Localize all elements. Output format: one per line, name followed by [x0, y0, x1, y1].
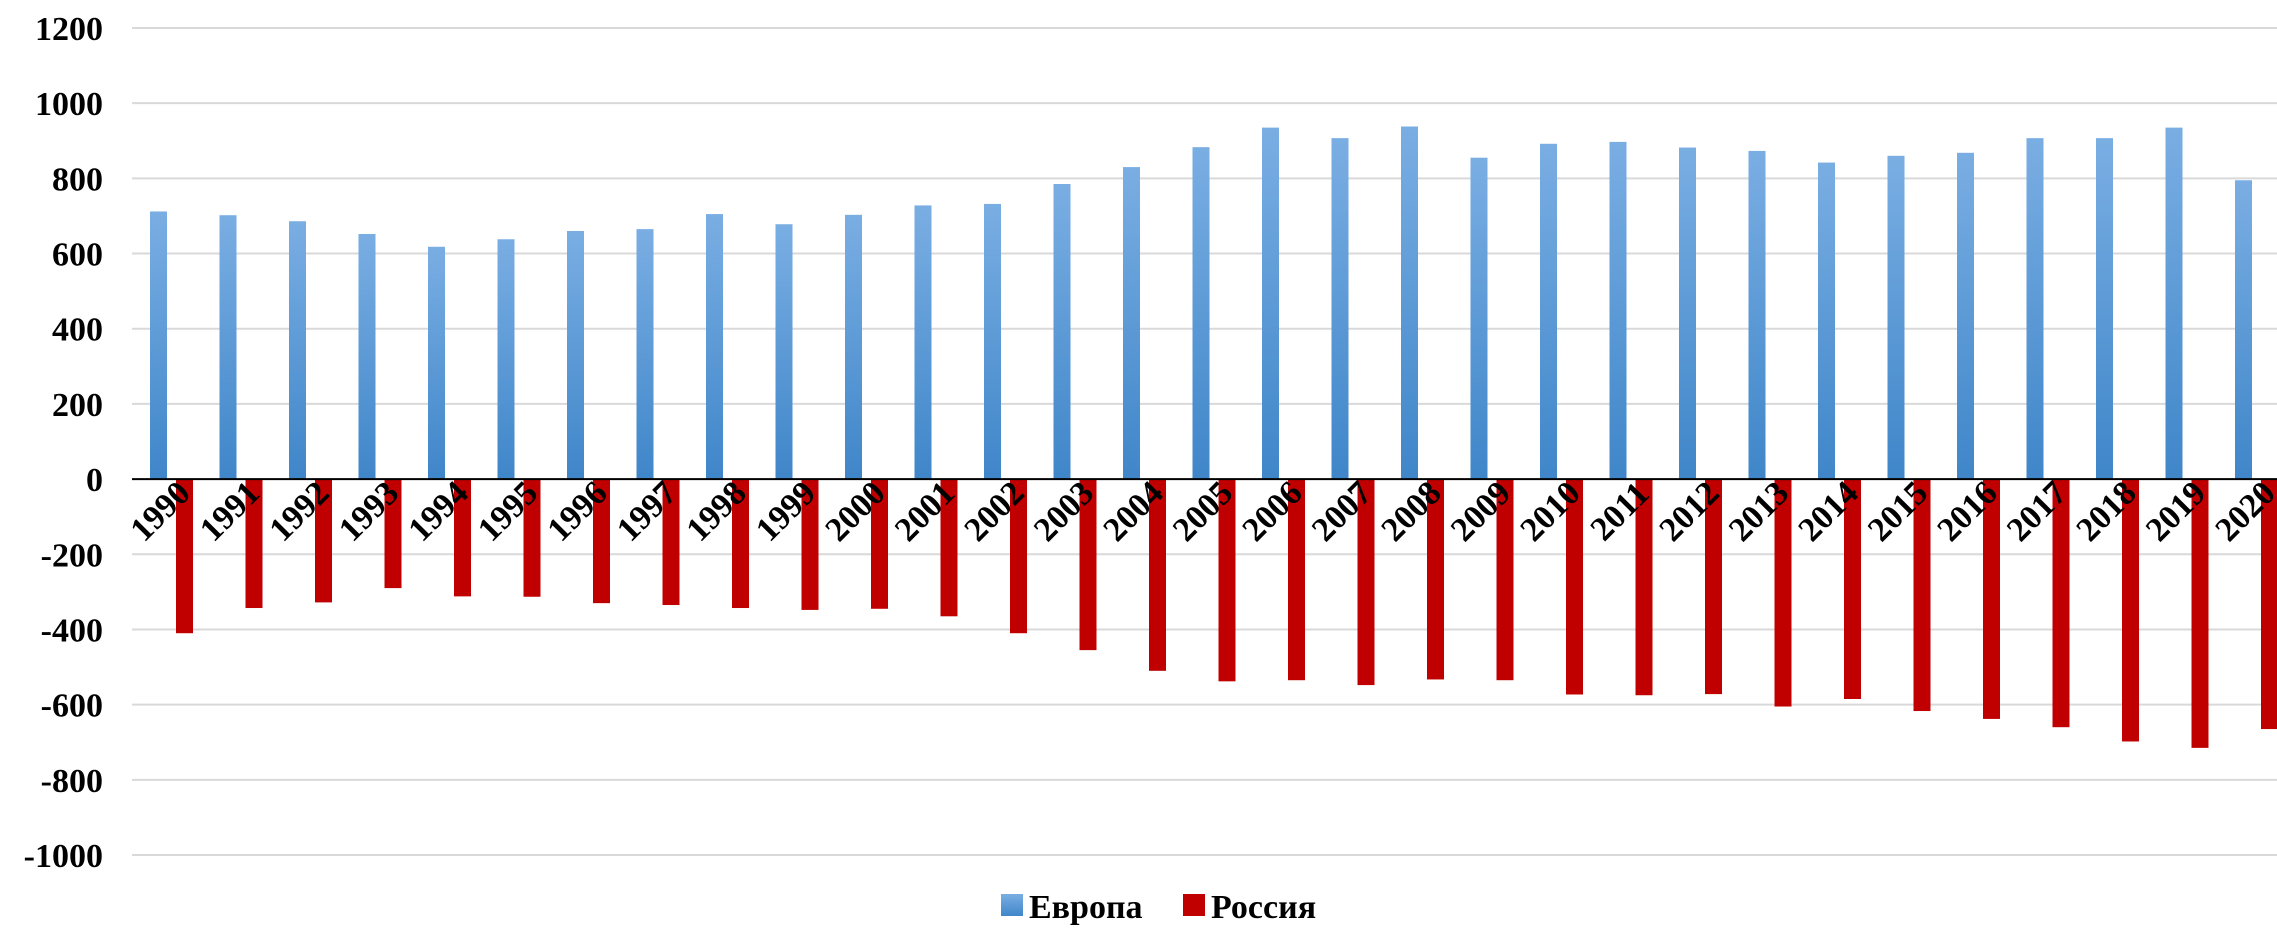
bar-russia-1991 [245, 479, 263, 609]
bar-europe-1994 [428, 246, 445, 480]
bar-europe-1998 [706, 214, 723, 480]
bar-europe-2009 [1470, 157, 1488, 480]
bar-russia-2000 [871, 479, 888, 609]
bar-russia-2019 [2191, 479, 2209, 748]
bar-russia-2010 [1566, 479, 1583, 695]
legend-swatch [1001, 894, 1023, 916]
bar-europe-2010 [1540, 143, 1557, 480]
bar-russia-2007 [1357, 479, 1375, 686]
bar-russia-2003 [1079, 479, 1097, 651]
y-tick-label: -1000 [24, 838, 103, 875]
bar-russia-1993 [384, 479, 402, 589]
y-tick-label: -800 [41, 763, 103, 800]
y-tick-label: 0 [86, 462, 103, 499]
bar-russia-2008 [1427, 479, 1444, 680]
bar-europe-1996 [567, 230, 584, 480]
bar-russia-2009 [1496, 479, 1514, 681]
bar-europe-2006 [1262, 127, 1279, 480]
bar-russia-2013 [1774, 479, 1792, 707]
y-axis-ticks: 1200 1000 800 600 400 200 0 -200 -400 -600 -800 -10… [24, 11, 103, 875]
bar-europe-2020 [2235, 180, 2252, 480]
y-tick-label: 1200 [35, 11, 103, 48]
bar-russia-1996 [593, 479, 610, 604]
y-tick-label: 400 [52, 312, 103, 349]
bar-europe-2016 [1957, 152, 1974, 480]
legend-swatch [1183, 894, 1205, 916]
bar-europe-1999 [775, 224, 793, 480]
bar-russia-1995 [523, 479, 541, 597]
bar-russia-1998 [732, 479, 749, 609]
bar-europe-2018 [2096, 138, 2113, 480]
y-tick-label: 1000 [35, 86, 103, 123]
bar-europe-2019 [2165, 127, 2183, 480]
bar-europe-1995 [497, 239, 515, 480]
bar-russia-2012 [1705, 479, 1722, 695]
legend: Европа Россия [1001, 889, 1316, 926]
bar-russia-2011 [1635, 479, 1653, 696]
bar-europe-1991 [219, 215, 237, 480]
bars [150, 126, 2277, 748]
bar-europe-2012 [1679, 147, 1696, 480]
bar-europe-2007 [1331, 138, 1349, 480]
bar-russia-2017 [2052, 479, 2070, 728]
bar-europe-1997 [636, 229, 654, 480]
y-tick-label: 800 [52, 161, 103, 198]
bar-europe-2005 [1192, 147, 1210, 480]
bar-russia-2002 [1010, 479, 1027, 634]
y-tick-label: -400 [41, 612, 103, 649]
bar-russia-1997 [662, 479, 680, 606]
bar-russia-2004 [1149, 479, 1166, 671]
y-tick-label: -200 [41, 537, 103, 574]
legend-label: Россия [1211, 889, 1316, 926]
bar-europe-2013 [1748, 150, 1766, 480]
bar-europe-1992 [289, 221, 306, 480]
bar-europe-2014 [1818, 162, 1835, 480]
bar-europe-2015 [1887, 155, 1905, 480]
bar-europe-2004 [1123, 167, 1140, 480]
bar-russia-1990 [176, 479, 193, 634]
bar-europe-2008 [1401, 126, 1418, 480]
bar-europe-2017 [2026, 138, 2044, 480]
y-tick-label: 600 [52, 237, 103, 274]
bar-russia-1999 [801, 479, 819, 610]
bar-russia-1992 [315, 479, 332, 603]
bar-russia-2014 [1844, 479, 1861, 699]
bar-europe-1990 [150, 211, 167, 480]
bar-russia-2018 [2122, 479, 2139, 742]
bar-europe-2000 [845, 214, 862, 480]
bar-europe-2003 [1053, 184, 1071, 480]
y-tick-label: -600 [41, 688, 103, 725]
bar-europe-1993 [358, 233, 376, 480]
bar-russia-2005 [1218, 479, 1236, 682]
bar-russia-2020 [2261, 479, 2277, 730]
bar-russia-2006 [1288, 479, 1305, 681]
bar-russia-1994 [454, 479, 471, 597]
bar-russia-2015 [1913, 479, 1931, 712]
bar-europe-2001 [914, 205, 932, 480]
legend-label: Европа [1029, 889, 1143, 926]
bar-europe-2011 [1609, 141, 1627, 480]
bar-europe-2002 [984, 203, 1001, 480]
category-labels: 1990199119921993199419951996199719981999… [123, 475, 2277, 549]
bar-russia-2016 [1983, 479, 2000, 719]
y-tick-label: 200 [52, 387, 103, 424]
bar-russia-2001 [940, 479, 958, 617]
